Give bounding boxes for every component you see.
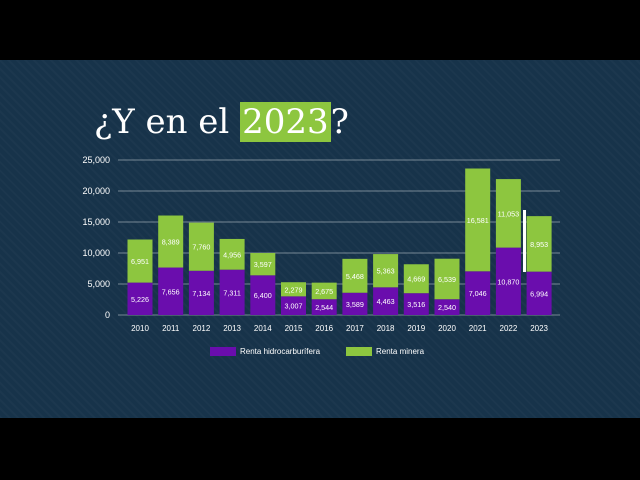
slide-title: ¿Y en el 2023? xyxy=(94,100,349,144)
x-tick-label: 2019 xyxy=(407,324,425,333)
chart-y-axis: 0 5,000 10,000 15,000 20,000 25,000 xyxy=(82,155,110,320)
bar-segment-hidrocarburifera xyxy=(311,299,337,315)
x-tick-label: 2022 xyxy=(500,324,518,333)
data-label-hidrocarburifera: 3,516 xyxy=(407,300,425,309)
chart-gridlines xyxy=(118,159,560,316)
bar-segment-minera xyxy=(403,264,429,294)
title-suffix: ? xyxy=(330,102,349,142)
data-label-hidrocarburifera: 3,589 xyxy=(346,300,364,309)
title-prefix: ¿Y en el xyxy=(94,102,241,142)
data-label-minera: 4,956 xyxy=(223,250,241,259)
bar-segment-hidrocarburifera xyxy=(342,292,368,315)
bar-segment-hidrocarburifera xyxy=(465,271,491,315)
y-tick-label: 15,000 xyxy=(82,217,110,227)
legend-label-minera: Renta minera xyxy=(376,347,425,356)
bar-segment-hidrocarburifera xyxy=(373,287,399,315)
bar-segment-hidrocarburifera xyxy=(188,270,214,315)
legend-swatch-hidrocarburifera xyxy=(210,347,236,356)
data-label-hidrocarburifera: 3,007 xyxy=(285,302,303,311)
bar-segment-hidrocarburifera xyxy=(250,275,276,315)
bar-segment-hidrocarburifera xyxy=(434,299,460,315)
data-label-minera: 11,053 xyxy=(498,209,519,218)
legend-item-hidrocarburifera: Renta hidrocarburífera xyxy=(210,347,320,356)
x-tick-label: 2017 xyxy=(346,324,364,333)
bar-segment-minera xyxy=(250,253,276,276)
bar-segment-hidrocarburifera xyxy=(219,269,245,315)
data-label-minera: 16,581 xyxy=(467,216,489,225)
legend-item-minera: Renta minera xyxy=(346,347,424,356)
title-highlight-year: 2023 xyxy=(240,102,331,142)
bar-segment-minera xyxy=(127,239,153,283)
bar-segment-hidrocarburifera xyxy=(403,293,429,315)
data-label-hidrocarburifera: 7,656 xyxy=(162,287,180,296)
data-label-minera: 6,951 xyxy=(131,257,149,266)
data-label-minera: 2,675 xyxy=(315,287,333,296)
x-tick-label: 2011 xyxy=(162,324,180,333)
bar-segment-minera xyxy=(495,179,521,248)
data-label-minera: 5,468 xyxy=(346,272,364,281)
legend-swatch-minera xyxy=(346,347,372,356)
x-tick-label: 2021 xyxy=(469,324,487,333)
data-label-minera: 8,953 xyxy=(530,240,548,249)
bar-segment-hidrocarburifera xyxy=(281,296,306,315)
data-label-minera: 2,279 xyxy=(285,285,303,294)
x-tick-label: 2013 xyxy=(223,324,241,333)
chart-x-axis: 2010 2011 2012 2013 2014 2015 2016 2017 2018 2019… xyxy=(131,324,548,333)
data-label-hidrocarburifera: 6,400 xyxy=(254,291,272,300)
data-label-minera: 8,389 xyxy=(162,238,180,247)
x-tick-label: 2016 xyxy=(315,324,333,333)
bar-segment-minera xyxy=(311,282,337,300)
bar-segment-hidrocarburifera xyxy=(127,282,153,315)
bar-segment-hidrocarburifera xyxy=(158,267,184,315)
x-tick-label: 2014 xyxy=(254,324,272,333)
x-tick-label: 2020 xyxy=(438,324,456,333)
bar-segment-minera xyxy=(373,254,399,288)
bar-segment-minera xyxy=(158,215,184,268)
y-tick-label: 20,000 xyxy=(82,186,110,196)
bar-segment-minera xyxy=(219,238,245,270)
bar-segment-minera xyxy=(342,258,368,293)
chart-legend: Renta hidrocarburífera Renta minera xyxy=(0,347,640,361)
x-tick-label: 2018 xyxy=(377,324,395,333)
data-label-hidrocarburifera: 7,134 xyxy=(192,289,210,298)
bar-segment-minera xyxy=(526,216,552,272)
y-tick-label: 10,000 xyxy=(82,248,110,258)
bar-segment-minera xyxy=(434,258,460,300)
data-label-minera: 3,597 xyxy=(254,260,272,269)
x-tick-label: 2023 xyxy=(530,324,548,333)
bar-segment-minera xyxy=(188,222,214,271)
bar-segment-hidrocarburifera xyxy=(495,247,521,315)
data-label-hidrocarburifera: 2,540 xyxy=(438,303,456,312)
y-tick-label: 25,000 xyxy=(82,155,110,165)
data-label-minera: 5,363 xyxy=(377,267,395,276)
data-label-hidrocarburifera: 7,311 xyxy=(223,288,240,297)
data-label-hidrocarburifera: 2,544 xyxy=(315,303,333,312)
y-tick-label: 5,000 xyxy=(87,279,110,289)
data-label-hidrocarburifera: 4,463 xyxy=(377,297,395,306)
y-tick-label: 0 xyxy=(105,310,110,320)
data-label-minera: 6,539 xyxy=(438,275,456,284)
data-label-hidrocarburifera: 6,994 xyxy=(530,289,548,298)
data-label-hidrocarburifera: 5,226 xyxy=(131,295,149,304)
chart-bars: 5,226 6,951 7,656 8,389 7,134 7,760 7,311 4,956… xyxy=(127,168,552,315)
data-label-hidrocarburifera: 10,870 xyxy=(497,277,519,286)
bar-segment-minera xyxy=(281,282,306,297)
bar-segment-minera xyxy=(465,168,491,272)
data-label-hidrocarburifera: 7,046 xyxy=(469,289,487,298)
cursor-indicator xyxy=(523,210,526,272)
data-label-minera: 7,760 xyxy=(192,243,210,252)
x-tick-label: 2015 xyxy=(285,324,303,333)
legend-label-hidrocarburifera: Renta hidrocarburífera xyxy=(240,347,321,356)
x-tick-label: 2012 xyxy=(193,324,211,333)
x-tick-label: 2010 xyxy=(131,324,149,333)
data-label-minera: 4,669 xyxy=(407,275,425,284)
bar-segment-hidrocarburifera xyxy=(526,271,552,315)
